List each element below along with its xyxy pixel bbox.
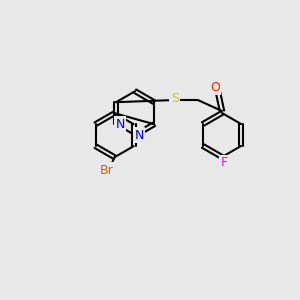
Text: O: O (210, 81, 220, 94)
Text: S: S (171, 92, 179, 104)
Text: O: O (210, 81, 220, 94)
Text: N: N (134, 129, 144, 142)
Text: S: S (171, 92, 179, 104)
Text: N: N (134, 129, 144, 142)
Text: N: N (116, 118, 125, 131)
Text: Br: Br (100, 164, 113, 177)
Text: F: F (220, 157, 228, 169)
Text: Br: Br (100, 164, 113, 177)
Text: N: N (116, 118, 125, 131)
Text: F: F (220, 157, 228, 169)
